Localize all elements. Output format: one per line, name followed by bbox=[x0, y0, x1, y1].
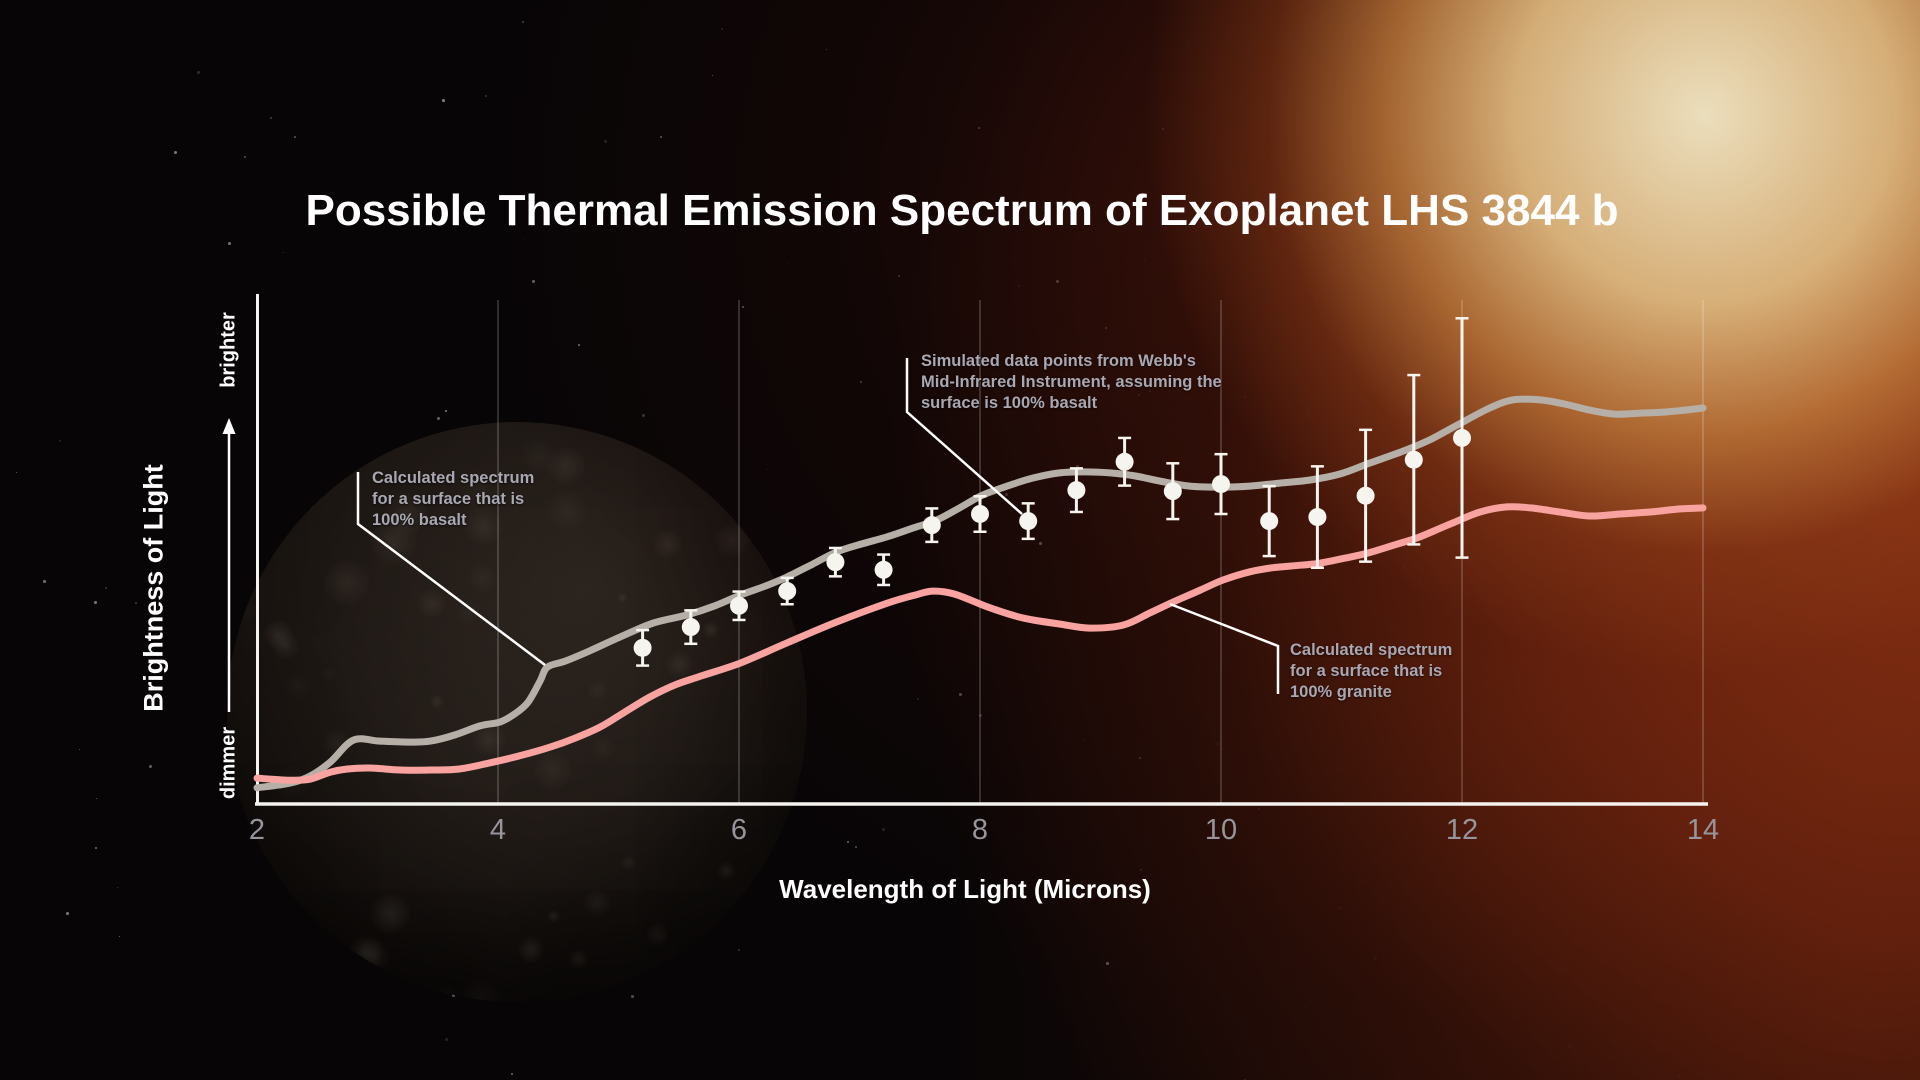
annotation-webb-data-points: Simulated data points from Webb's Mid-In… bbox=[921, 352, 1222, 412]
data-point bbox=[1163, 482, 1182, 501]
webb-annotation-pointer bbox=[905, 358, 1023, 515]
data-point bbox=[778, 582, 797, 601]
brightness-arrow-head bbox=[222, 418, 236, 434]
data-point bbox=[730, 596, 748, 615]
granite-annotation-pointer bbox=[1169, 602, 1280, 694]
data-point bbox=[1067, 481, 1086, 500]
granite-spectrum-curve bbox=[253, 503, 1707, 784]
data-point bbox=[874, 560, 893, 579]
y-axis-dimmer-label: dimmer bbox=[217, 726, 240, 800]
data-point bbox=[681, 618, 700, 637]
x-tick-label-8: 8 bbox=[971, 814, 989, 846]
data-point bbox=[922, 516, 941, 535]
basalt-annotation-pointer bbox=[356, 472, 546, 666]
y-axis-label: Brightness of Light bbox=[138, 464, 169, 712]
x-tick-label-6: 6 bbox=[730, 814, 748, 846]
x-tick-label-10: 10 bbox=[1204, 814, 1238, 846]
data-point bbox=[826, 553, 845, 572]
data-point bbox=[971, 504, 989, 523]
data-point bbox=[1404, 450, 1423, 469]
annotation-basalt-spectrum: Calculated spectrum for a surface that i… bbox=[372, 469, 535, 529]
annotation-granite-spectrum: Calculated spectrum for a surface that i… bbox=[1290, 641, 1453, 701]
x-tick-label-2: 2 bbox=[248, 814, 266, 846]
x-tick-label-4: 4 bbox=[489, 814, 507, 846]
data-point bbox=[1308, 508, 1327, 527]
data-point bbox=[1212, 475, 1230, 494]
data-point bbox=[1453, 428, 1471, 447]
x-axis-label: Wavelength of Light (Microns) bbox=[779, 874, 1151, 904]
data-point bbox=[633, 638, 652, 657]
chart-title: Possible Thermal Emission Spectrum of Ex… bbox=[305, 186, 1619, 235]
x-tick-label-14: 14 bbox=[1686, 814, 1720, 846]
data-point bbox=[1356, 486, 1375, 505]
data-point bbox=[1260, 512, 1279, 531]
data-point bbox=[1115, 452, 1134, 471]
data-point bbox=[1019, 512, 1038, 531]
y-axis-brighter-label: brighter bbox=[217, 312, 240, 388]
x-tick-label-12: 12 bbox=[1445, 814, 1479, 846]
